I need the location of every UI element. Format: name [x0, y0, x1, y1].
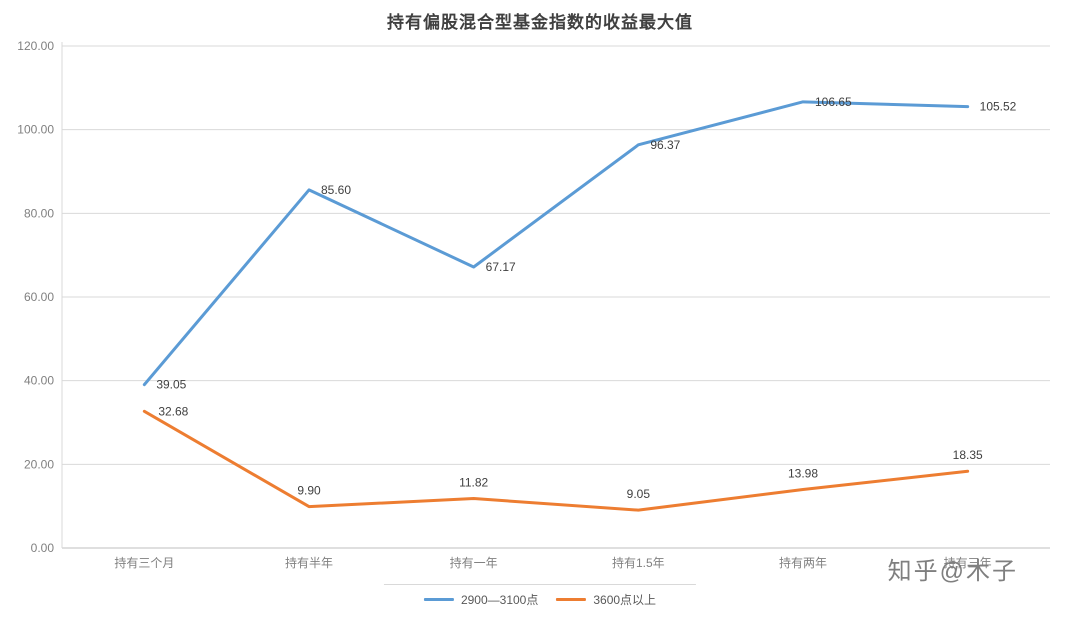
y-axis-tick-label: 100.00	[17, 123, 54, 137]
data-label: 13.98	[788, 467, 818, 481]
data-label: 85.60	[321, 183, 351, 197]
x-axis-category-label: 持有1.5年	[612, 555, 665, 570]
y-axis-tick-label: 0.00	[31, 541, 55, 555]
x-axis-category-label: 持有一年	[450, 555, 498, 570]
y-axis-tick-label: 60.00	[24, 290, 54, 304]
series-line-1	[142, 100, 970, 387]
legend-line-marker-orange	[556, 598, 587, 601]
data-label: 96.37	[650, 138, 680, 152]
x-axis-category-label: 持有半年	[285, 555, 333, 570]
data-label: 39.05	[156, 378, 186, 392]
data-label: 105.52	[980, 100, 1017, 114]
y-axis-tick-label: 80.00	[24, 206, 54, 220]
legend-item-series-2: 3600点以上	[556, 591, 656, 608]
legend-line-marker-blue	[423, 598, 454, 601]
data-label: 9.05	[627, 487, 651, 501]
x-axis-category-label: 持有两年	[779, 555, 827, 570]
data-label: 106.65	[815, 95, 852, 109]
y-axis-tick-label: 120.00	[17, 39, 54, 53]
series-line-2	[142, 409, 970, 512]
x-axis-category-label: 持有三个月	[114, 555, 174, 570]
chart-legend: 2900—3100点 3600点以上	[383, 584, 697, 610]
legend-item-series-1: 2900—3100点	[423, 591, 539, 608]
data-label: 32.68	[158, 404, 188, 418]
data-label: 67.17	[486, 260, 516, 274]
y-axis-tick-label: 20.00	[24, 457, 54, 471]
x-axis-category-label: 持有三年	[944, 555, 992, 570]
data-label: 11.82	[459, 476, 488, 490]
chart-title: 持有偏股混合型基金指数的收益最大值	[387, 13, 693, 32]
data-label: 18.35	[953, 448, 983, 462]
legend-label-series-1: 2900—3100点	[460, 593, 539, 607]
data-label: 9.90	[297, 484, 321, 498]
watermark: 知乎@木子	[887, 558, 1018, 585]
y-axis-tick-label: 40.00	[24, 374, 54, 388]
legend-label-series-2: 3600点以上	[593, 593, 657, 607]
